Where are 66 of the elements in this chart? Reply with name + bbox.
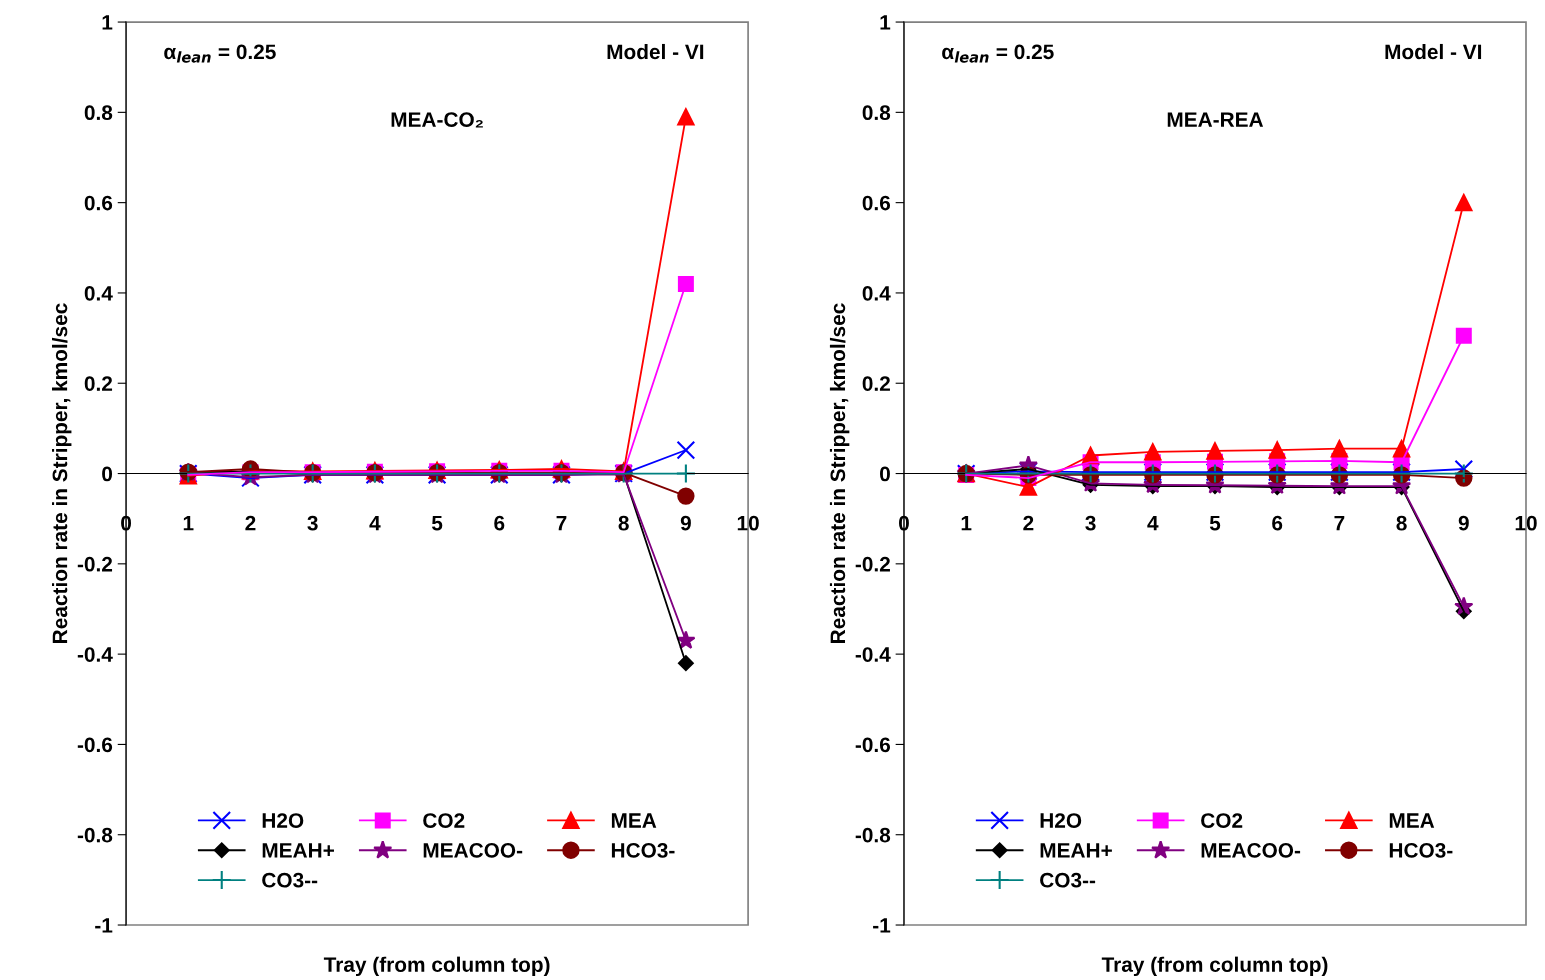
y-tick-label: 0.4 xyxy=(862,285,891,301)
legend-label: MEACOO- xyxy=(1201,842,1301,858)
x-tick-label: 8 xyxy=(1396,515,1407,531)
annotation: Model - VI xyxy=(607,43,704,60)
x-tick-label: 6 xyxy=(494,515,505,531)
annotation: MEA-REA xyxy=(1167,112,1264,127)
y-tick-label: -0.8 xyxy=(855,827,891,843)
y-tick-label: 0.2 xyxy=(84,376,113,391)
y-tick-label: 0.8 xyxy=(862,105,891,121)
y-tick-label: 0.8 xyxy=(84,105,113,121)
x-tick-label: 6 xyxy=(1272,515,1283,531)
y-axis-title: Reaction rate in Stripper, kmol/sec xyxy=(52,303,72,643)
annotation: α$_{lean}$ = 0.25 xyxy=(942,44,1054,63)
legend-label: HCO3- xyxy=(611,842,675,858)
x-tick-label: 5 xyxy=(1209,515,1221,531)
annotation: Model - VI xyxy=(1385,43,1482,60)
y-tick-label: -1 xyxy=(873,918,891,933)
x-tick-label: 4 xyxy=(1147,515,1159,531)
legend-label: MEAH+ xyxy=(1040,843,1112,858)
x-tick-label: 3 xyxy=(307,515,318,531)
x-tick-label: 4 xyxy=(369,515,381,531)
annotation: α$_{lean}$ = 0.25 xyxy=(164,44,276,63)
y-tick-label: 0.2 xyxy=(862,376,890,391)
y-axis-title: Reaction rate in Stripper, kmol/sec xyxy=(829,303,850,643)
x-tick-label: 10 xyxy=(737,515,759,531)
x-tick-label: 10 xyxy=(1515,515,1537,531)
x-tick-label: 7 xyxy=(556,515,567,531)
x-tick-label: 9 xyxy=(680,515,691,531)
legend-label: CO3-- xyxy=(1040,872,1096,888)
y-tick-label: -0.6 xyxy=(77,737,113,753)
y-tick-label: -0.4 xyxy=(77,647,113,662)
x-tick-label: 9 xyxy=(1458,515,1469,531)
legend-label: MEAH+ xyxy=(262,843,334,858)
y-tick-label: 0.6 xyxy=(862,195,891,211)
x-tick-label: 8 xyxy=(618,515,629,531)
legend-label: CO3-- xyxy=(262,872,318,888)
x-axis-title: Tray (from column top) xyxy=(323,956,550,977)
legend-label: CO2 xyxy=(423,813,465,828)
y-tick-label: -0.2 xyxy=(855,556,890,572)
y-tick-label: -0.4 xyxy=(855,647,891,662)
legend-label: CO2 xyxy=(1201,813,1243,828)
y-tick-label: 1 xyxy=(102,15,113,30)
x-tick-label: 5 xyxy=(431,515,443,531)
legend-label: MEACOO- xyxy=(423,842,523,858)
x-axis-title: Tray (from column top) xyxy=(1101,956,1328,977)
x-tick-label: 7 xyxy=(1334,515,1345,531)
legend-label: HCO3- xyxy=(1389,842,1453,858)
legend-label: MEA xyxy=(611,813,657,828)
legend-label: MEA xyxy=(1389,813,1435,828)
x-tick-label: 2 xyxy=(1023,515,1034,531)
y-tick-label: -0.6 xyxy=(855,737,891,753)
y-tick-label: -1 xyxy=(95,918,113,933)
x-tick-label: 1 xyxy=(961,515,972,531)
y-tick-label: 0 xyxy=(102,466,113,482)
y-tick-label: -0.2 xyxy=(77,556,113,572)
y-tick-label: -0.8 xyxy=(77,827,113,843)
x-tick-label: 3 xyxy=(1085,515,1096,531)
x-tick-label: 1 xyxy=(183,515,194,531)
legend-label: H2O xyxy=(1040,813,1082,828)
x-tick-label: 2 xyxy=(245,515,256,531)
annotation: MEA-CO₂ xyxy=(391,112,483,128)
legend-label: H2O xyxy=(262,813,304,828)
y-tick-label: 0.6 xyxy=(84,195,113,211)
y-tick-label: 0 xyxy=(880,466,890,482)
y-tick-label: 1 xyxy=(880,15,891,30)
y-tick-label: 0.4 xyxy=(84,285,113,301)
